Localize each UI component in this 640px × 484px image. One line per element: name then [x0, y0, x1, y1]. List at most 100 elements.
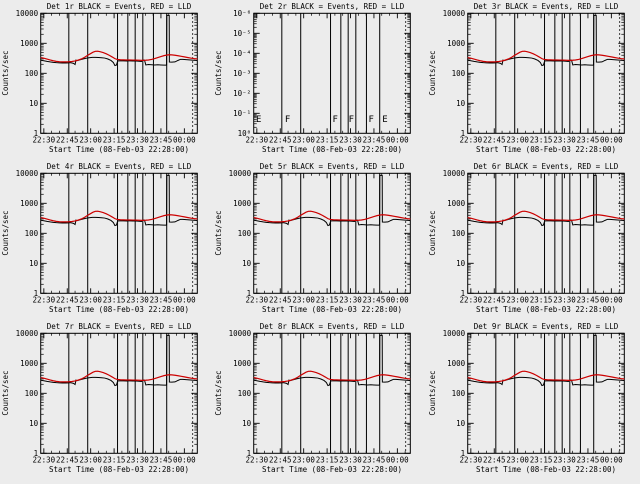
x-tick-label: 22:30 [459, 455, 482, 464]
curve-lld-red [40, 210, 198, 223]
x-tick-label: 23:30 [553, 135, 576, 144]
x-tick-label: 22:30 [459, 135, 482, 144]
plot-cell-det-9r: Det 9r BLACK = Events, RED = LLD Counts/s… [427, 320, 640, 480]
y-tick-label: 10000 [442, 169, 465, 178]
panel-title: Det 6r BLACK = Events, RED = LLD [473, 162, 618, 171]
plot-box [466, 332, 625, 454]
x-tick-label: 23:30 [340, 295, 363, 304]
plot-box [40, 332, 198, 454]
flag-letter-F: F [369, 115, 374, 125]
plot-cell-det-1r: Det 1r BLACK = Events, RED = LLD Counts/s… [0, 0, 213, 160]
x-tick-label: 22:30 [246, 455, 269, 464]
y-tick-label: 1000 [447, 199, 466, 208]
curve-lld-red [467, 210, 625, 223]
y-axis-label: Counts/sec [214, 50, 223, 95]
x-tick-label: 22:30 [246, 295, 269, 304]
y-axis-label: Counts/sec [214, 370, 223, 415]
y-axis-label: Counts/sec [428, 210, 437, 255]
plot-panel-det-7r: Det 7r BLACK = Events, RED = LLD Counts/s… [1, 322, 198, 474]
y-tick-label: 10000 [16, 329, 39, 338]
y-tick-label: 100 [451, 389, 465, 398]
plot-box [40, 172, 198, 294]
x-tick-label: 23:00 [293, 455, 316, 464]
x-tick-label: 23:45 [576, 135, 599, 144]
plot-panel-det-9r: Det 9r BLACK = Events, RED = LLD Counts/s… [428, 322, 625, 474]
y-tick-label: 100 [238, 229, 252, 238]
y-tick-label: 100 [25, 229, 39, 238]
y-tick-label: 100 [238, 389, 252, 398]
x-tick-label: 23:30 [340, 455, 363, 464]
x-tick-label: 23:45 [576, 295, 599, 304]
x-tick-label: 22:30 [246, 135, 269, 144]
x-tick-label: 22:30 [33, 455, 56, 464]
x-tick-label: 23:15 [529, 135, 552, 144]
x-tick-label: 23:15 [316, 295, 339, 304]
y-tick-label: 10000 [16, 9, 39, 18]
y-tick-label: 10 [29, 259, 39, 268]
y-tick-label: 10000 [16, 169, 39, 178]
y-tick-label: 1000 [20, 39, 39, 48]
curve-events-black [467, 174, 624, 227]
plot-box [40, 12, 198, 134]
flag-letter-E: E [383, 115, 388, 125]
x-tick-label: 22:45 [269, 455, 292, 464]
y-tick-label: 10 [456, 99, 466, 108]
plot-box [466, 12, 625, 134]
plot-cell-det-5r: Det 5r BLACK = Events, RED = LLD Counts/s… [213, 160, 426, 320]
panel-title: Det 1r BLACK = Events, RED = LLD [47, 2, 192, 11]
plot-panel-det-1r: Det 1r BLACK = Events, RED = LLD Counts/s… [1, 2, 198, 154]
y-tick-label: 10⁻² [233, 89, 251, 98]
y-tick-label: 10 [243, 259, 253, 268]
y-axis-label: Counts/sec [428, 370, 437, 415]
flag-letter-E: E [256, 115, 261, 125]
x-tick-label: 23:30 [126, 135, 149, 144]
x-tick-label: 23:00 [506, 455, 529, 464]
y-tick-label: 1000 [20, 359, 39, 368]
y-tick-label: 1000 [447, 39, 466, 48]
x-tick-label: 23:00 [293, 295, 316, 304]
y-axis-label: Counts/sec [1, 50, 10, 95]
x-tick-label: 23:00 [506, 135, 529, 144]
plot-cell-det-8r: Det 8r BLACK = Events, RED = LLD Counts/s… [213, 320, 426, 480]
plot-cell-det-6r: Det 6r BLACK = Events, RED = LLD Counts/s… [427, 160, 640, 320]
curve-events-black [253, 334, 411, 387]
y-tick-label: 10⁻¹ [233, 109, 251, 118]
x-tick-label: 23:00 [79, 135, 102, 144]
y-tick-label: 1 [460, 129, 465, 138]
x-axis-label: Start Time (08-Feb-03 22:28:00) [49, 145, 189, 154]
y-tick-label: 10⁰ [238, 129, 252, 138]
x-axis-label: Start Time (08-Feb-03 22:28:00) [476, 145, 616, 154]
x-tick-label: 22:45 [269, 135, 292, 144]
x-axis-label: Start Time (08-Feb-03 22:28:00) [262, 145, 402, 154]
x-axis-label: Start Time (08-Feb-03 22:28:00) [262, 465, 402, 474]
x-tick-label: 00:00 [173, 295, 196, 304]
y-axis-label: Counts/sec [1, 370, 10, 415]
plot-box [253, 172, 412, 294]
x-tick-label: 22:45 [269, 295, 292, 304]
plot-box [466, 172, 625, 294]
y-tick-label: 10⁻⁴ [233, 49, 251, 58]
x-tick-label: 23:00 [79, 295, 102, 304]
y-tick-label: 1000 [20, 199, 39, 208]
x-tick-label: 23:45 [576, 455, 599, 464]
x-tick-label: 23:15 [103, 135, 126, 144]
plot-cell-det-4r: Det 4r BLACK = Events, RED = LLD Counts/s… [0, 160, 213, 320]
x-tick-label: 23:45 [363, 295, 386, 304]
plot-cell-det-2r: Det 2r BLACK = Events, RED = LLD Counts/s… [213, 0, 426, 160]
panel-title: Det 8r BLACK = Events, RED = LLD [260, 322, 405, 331]
x-tick-label: 00:00 [600, 135, 623, 144]
plot-panel-det-3r: Det 3r BLACK = Events, RED = LLD Counts/s… [428, 2, 625, 154]
x-tick-label: 23:30 [340, 135, 363, 144]
x-tick-label: 00:00 [173, 135, 196, 144]
panel-title: Det 4r BLACK = Events, RED = LLD [47, 162, 192, 171]
curve-events-black [40, 174, 198, 227]
x-tick-label: 23:45 [363, 455, 386, 464]
x-tick-label: 22:45 [483, 455, 506, 464]
curve-lld-red [40, 370, 198, 383]
flag-letter-F: F [349, 115, 354, 125]
curve-lld-red [40, 50, 198, 63]
y-tick-label: 1 [460, 289, 465, 298]
curve-lld-red [467, 50, 625, 63]
x-tick-label: 00:00 [173, 455, 196, 464]
flag-letter-F: F [285, 115, 290, 125]
